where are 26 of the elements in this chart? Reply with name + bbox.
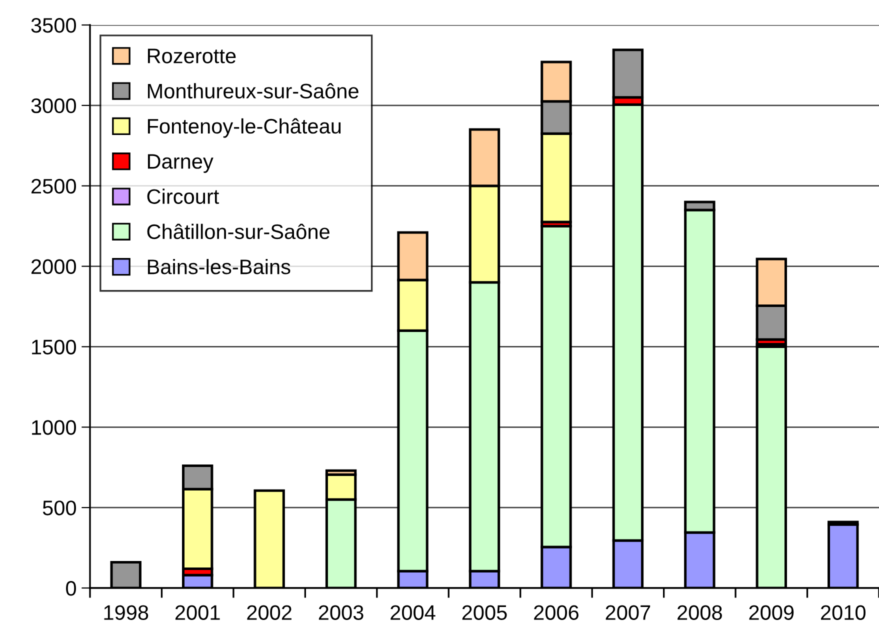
legend-label: Fontenoy-le-Château bbox=[148, 118, 341, 138]
y-tick-label: 3500 bbox=[31, 18, 76, 33]
y-tick-label: 3000 bbox=[31, 98, 76, 114]
legend-label: Châtillon-sur-Saône bbox=[147, 224, 330, 240]
x-tick-label: 2010 bbox=[821, 605, 866, 620]
x-tick-label: 2002 bbox=[247, 605, 292, 620]
x-tick-label: 2001 bbox=[175, 605, 220, 620]
x-tick-label: 2006 bbox=[534, 605, 578, 620]
x-tick-label: 2004 bbox=[390, 605, 436, 620]
legend-label: Monthureux-sur-Saône bbox=[148, 83, 358, 98]
x-tick-label: 2008 bbox=[678, 605, 722, 620]
legend-label: Circourt bbox=[147, 188, 220, 204]
legend-label: Rozerotte bbox=[148, 48, 236, 64]
y-tick-label: 1500 bbox=[32, 340, 76, 354]
y-tick-label: 2500 bbox=[32, 178, 76, 194]
y-tick-label: 0 bbox=[66, 581, 76, 596]
x-tick-label: 2007 bbox=[606, 605, 650, 620]
y-tick-label: 500 bbox=[42, 500, 76, 516]
x-tick-label: 2009 bbox=[749, 605, 794, 620]
y-tick-label: 2000 bbox=[32, 259, 76, 274]
legend-label: Bains-les-Bains bbox=[148, 258, 290, 274]
y-tick-label: 1000 bbox=[32, 420, 76, 435]
x-tick-label: 2005 bbox=[462, 605, 507, 620]
x-tick-label: 2003 bbox=[318, 605, 364, 620]
legend-label: Darney bbox=[148, 154, 214, 173]
x-tick-label: 1998 bbox=[104, 605, 148, 620]
